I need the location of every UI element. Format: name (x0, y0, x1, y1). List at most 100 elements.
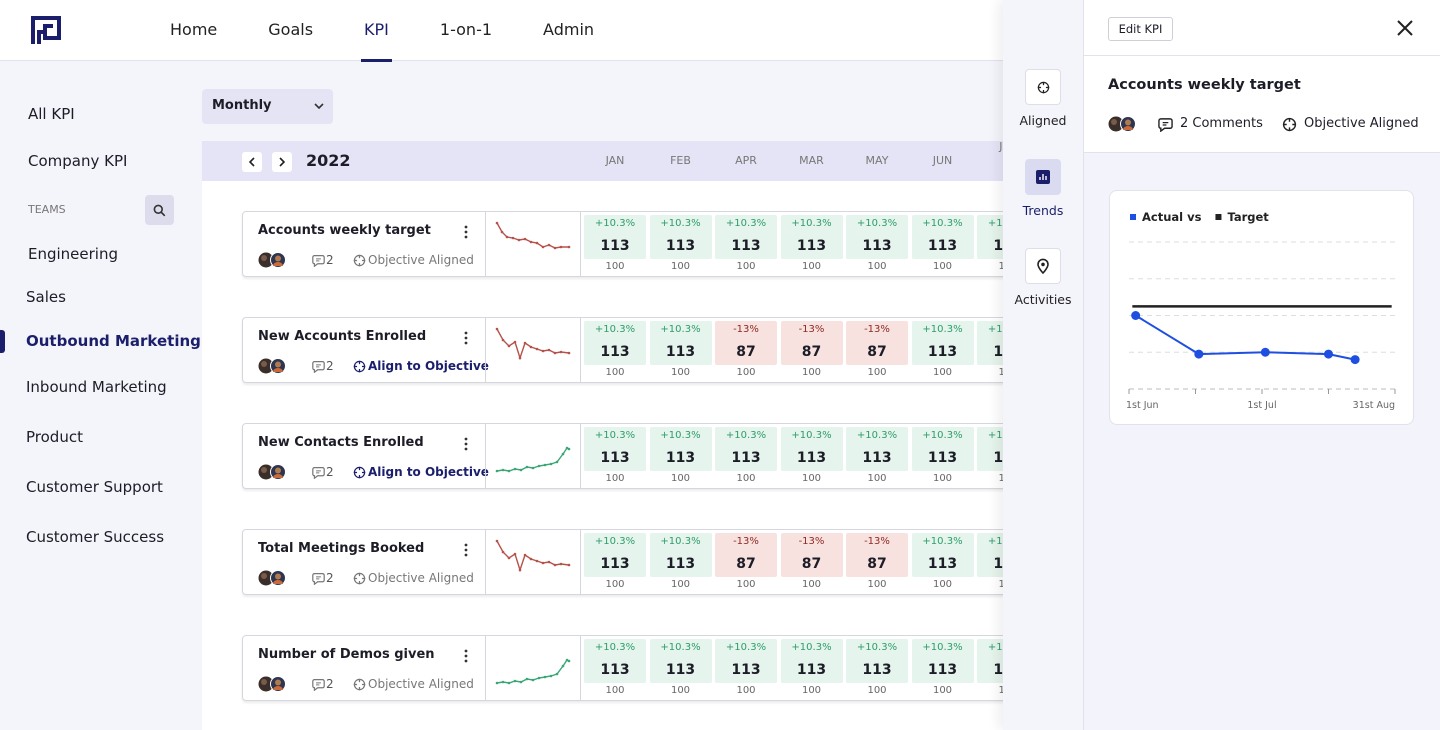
kpi-cell[interactable]: -13%87 (715, 533, 777, 577)
kpi-menu[interactable] (464, 543, 468, 557)
kpi-cell[interactable]: +10.3%113 (715, 427, 777, 471)
period-dropdown[interactable]: Monthly (202, 89, 333, 124)
kpi-row[interactable]: New Accounts Enrolled2Align to Objective… (242, 317, 1062, 383)
icon-shape (465, 544, 468, 547)
sparkline-svg (487, 424, 581, 488)
team-search[interactable] (145, 195, 174, 225)
kpi-cell[interactable]: +10.3%113 (584, 639, 646, 683)
nav-item[interactable]: Goals (268, 0, 313, 61)
rail-tab-icon[interactable] (1025, 159, 1061, 195)
next-year[interactable] (272, 152, 292, 172)
rail-tab-icon[interactable] (1025, 69, 1061, 105)
kpi-cell[interactable]: +10.3%113 (584, 533, 646, 577)
prev-year[interactable] (242, 152, 262, 172)
kpi-row[interactable]: New Contacts Enrolled2Align to Objective… (242, 423, 1062, 489)
kpi-cell[interactable]: +10.3%113 (781, 427, 843, 471)
cell-target: 100 (781, 363, 843, 383)
align-link[interactable]: Align to Objective (368, 356, 489, 376)
kpi-cell[interactable]: +10.3%113 (650, 215, 712, 259)
team-item[interactable]: Customer Success (26, 527, 164, 547)
kpi-cell[interactable]: +10.3%113 (584, 427, 646, 471)
avatars (258, 358, 286, 374)
detail-comments[interactable]: 2 Comments (1180, 114, 1263, 134)
kpi-menu[interactable] (464, 649, 468, 663)
kpi-cell[interactable]: +10.3%113 (781, 639, 843, 683)
icon-shape (465, 443, 468, 446)
cell-change: +10.3% (650, 532, 712, 552)
comment-count: 2 (326, 250, 334, 270)
nav-item[interactable]: Home (170, 0, 217, 61)
sparkline-dot (526, 466, 529, 469)
comment-icon (312, 360, 325, 373)
icon-shape (261, 467, 267, 473)
kpi-cell[interactable]: +10.3%113 (584, 215, 646, 259)
kpi-cell[interactable]: -13%87 (781, 533, 843, 577)
rail-tab-label[interactable]: Aligned (1003, 111, 1083, 131)
sparkline (487, 424, 581, 488)
kpi-cell[interactable]: +10.3%113 (650, 533, 712, 577)
nav-item[interactable]: 1-on-1 (440, 0, 492, 61)
kpi-cell[interactable]: +10.3%113 (912, 427, 974, 471)
sparkline-dot (514, 680, 517, 683)
kpi-menu[interactable] (464, 331, 468, 345)
edit-button[interactable]: Edit KPI (1108, 17, 1173, 41)
kpi-cell[interactable]: +10.3%113 (846, 427, 908, 471)
team-item[interactable]: Engineering (28, 244, 118, 264)
close-button[interactable] (1397, 20, 1413, 36)
kpi-cell[interactable]: +10.3%113 (584, 321, 646, 365)
icon-shape (353, 360, 366, 373)
kpi-cell[interactable]: +10.3%113 (715, 639, 777, 683)
icon-shape (1038, 259, 1048, 273)
icon-shape (258, 676, 286, 692)
kpi-row[interactable]: Total Meetings Booked2Objective Aligned+… (242, 529, 1062, 595)
kpi-cell[interactable]: +10.3%113 (650, 427, 712, 471)
divider (485, 424, 486, 488)
sparkline-dot (508, 682, 511, 685)
kpi-row[interactable]: Number of Demos given2Objective Aligned+… (242, 635, 1062, 701)
kpi-menu[interactable] (464, 437, 468, 451)
team-item[interactable]: Sales (26, 287, 66, 307)
kpi-cell[interactable]: -13%87 (781, 321, 843, 365)
kpi-cell[interactable]: +10.3%113 (912, 533, 974, 577)
sparkline-dot (556, 673, 559, 676)
cell-change: +10.3% (584, 532, 646, 552)
sparkline (487, 318, 581, 382)
kpi-menu[interactable] (464, 225, 468, 239)
kpi-cell[interactable]: -13%87 (715, 321, 777, 365)
sidebar-item[interactable]: Company KPI (28, 151, 127, 171)
kpi-cell[interactable]: +10.3%113 (715, 215, 777, 259)
kpi-cell[interactable]: +10.3%113 (846, 639, 908, 683)
rail-tab-label[interactable]: Trends (1003, 201, 1083, 221)
team-item[interactable]: Customer Support (26, 477, 163, 497)
kpi-cell[interactable]: +10.3%113 (650, 321, 712, 365)
kpi-cell[interactable]: +10.3%113 (912, 639, 974, 683)
logo[interactable] (30, 15, 62, 47)
kpi-cell[interactable]: -13%87 (846, 321, 908, 365)
team-item[interactable]: Outbound Marketing (26, 331, 201, 351)
team-item[interactable]: Inbound Marketing (26, 377, 167, 397)
cell-change: +10.3% (584, 426, 646, 446)
icon-shape (312, 678, 325, 691)
nav-item[interactable]: Admin (543, 0, 594, 61)
kpi-cell[interactable]: +10.3%113 (912, 215, 974, 259)
kpi-cell[interactable]: +10.3%113 (846, 215, 908, 259)
cell-target: 100 (846, 575, 908, 595)
nav-item[interactable]: KPI (364, 0, 389, 61)
cell-value: 87 (781, 554, 843, 574)
sidebar-item[interactable]: All KPI (28, 104, 75, 124)
icon-shape (315, 104, 323, 108)
rail-tab-icon[interactable] (1025, 248, 1061, 284)
data-point (1351, 355, 1360, 364)
icon-shape (261, 573, 267, 579)
sparkline-svg (487, 636, 581, 700)
rail-tab-label[interactable]: Activities (1003, 290, 1083, 310)
align-link[interactable]: Align to Objective (368, 462, 489, 482)
kpi-row[interactable]: Accounts weekly target2Objective Aligned… (242, 211, 1062, 277)
kpi-cell[interactable]: +10.3%113 (650, 639, 712, 683)
cell-value: 87 (715, 342, 777, 362)
team-item[interactable]: Product (26, 427, 83, 447)
detail-header: Edit KPIAccounts weekly target2 Comments… (1084, 0, 1440, 153)
kpi-cell[interactable]: -13%87 (846, 533, 908, 577)
kpi-cell[interactable]: +10.3%113 (912, 321, 974, 365)
kpi-cell[interactable]: +10.3%113 (781, 215, 843, 259)
